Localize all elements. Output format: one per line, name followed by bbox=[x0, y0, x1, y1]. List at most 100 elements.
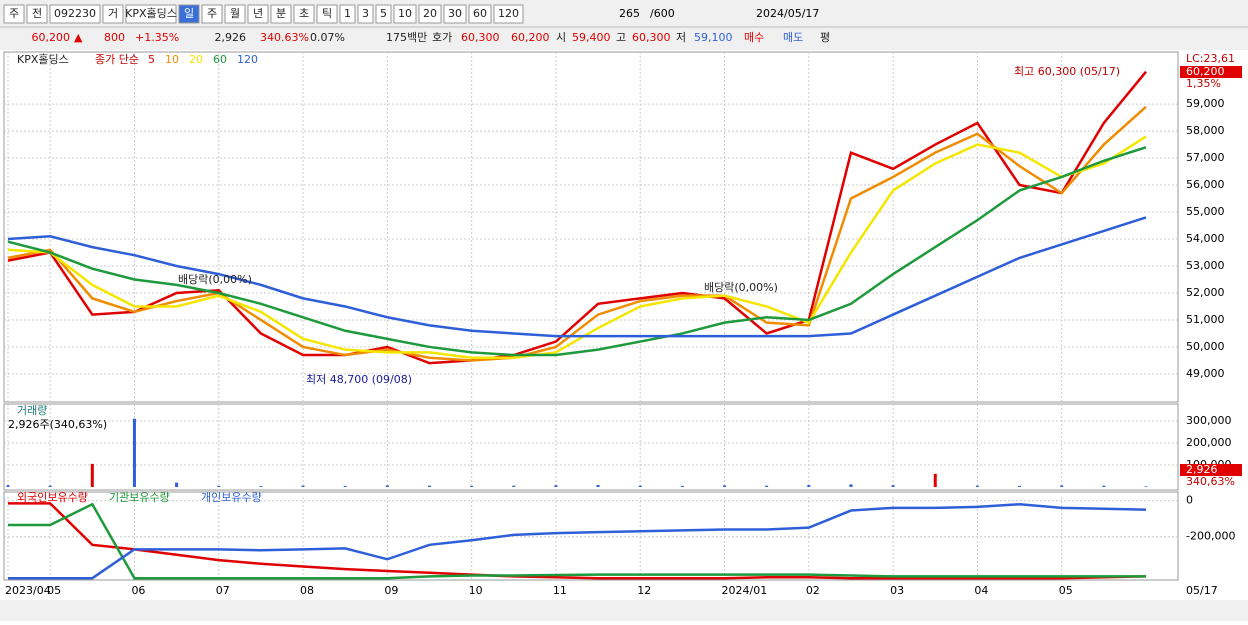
annotation: 배당락(0,00%) bbox=[704, 281, 778, 294]
panel-subtitle: 2,926주(340,63%) bbox=[8, 418, 107, 431]
y-tick-label: 300,000 bbox=[1186, 414, 1232, 427]
volume-bar bbox=[680, 485, 684, 487]
y-tick-label: 51,000 bbox=[1186, 313, 1225, 326]
toolbar-button[interactable] bbox=[26, 4, 48, 24]
toolbar-label: 092230 bbox=[54, 7, 96, 20]
quote-volume-pct: 340.63% bbox=[260, 31, 309, 44]
y-tick-label: 200,000 bbox=[1186, 436, 1232, 449]
toolbar-button[interactable] bbox=[270, 4, 292, 24]
last-label: 340,63% bbox=[1186, 475, 1235, 488]
volume-bar bbox=[638, 485, 642, 487]
toolbar-button[interactable] bbox=[339, 4, 356, 24]
toolbar-field: 265 bbox=[619, 7, 640, 20]
toolbar-button[interactable] bbox=[293, 4, 315, 24]
volume-bar bbox=[301, 485, 305, 487]
toolbar-label: 주 bbox=[207, 7, 217, 20]
ma-line bbox=[7, 105, 1147, 362]
volume-bar bbox=[385, 485, 389, 487]
quote-arrow: ▲ bbox=[74, 31, 83, 44]
ma-line bbox=[7, 216, 1147, 338]
volume-bar bbox=[512, 485, 516, 487]
last-label: 1,35% bbox=[1186, 77, 1221, 90]
last-label: 60,200 bbox=[1186, 65, 1225, 78]
x-tick-label: 08 bbox=[300, 584, 314, 597]
y-tick-label: 58,000 bbox=[1186, 124, 1225, 137]
volume-bar bbox=[427, 485, 431, 487]
x-tick-label: 06 bbox=[131, 584, 145, 597]
ma-line bbox=[7, 70, 1147, 365]
volume-bar bbox=[470, 485, 474, 487]
ma-line bbox=[8, 502, 1147, 580]
volume-bar bbox=[933, 473, 937, 487]
annotation: 최고 60,300 (05/17) bbox=[1014, 65, 1120, 78]
toolbar-button[interactable] bbox=[49, 4, 101, 24]
last-label: 2,926 bbox=[1186, 463, 1218, 476]
y-tick-label: 0 bbox=[1186, 494, 1193, 507]
toolbar-button[interactable] bbox=[375, 4, 392, 24]
toolbar-button[interactable] bbox=[316, 4, 338, 24]
price-panel bbox=[3, 51, 1179, 403]
legend-entry: 20 bbox=[189, 53, 203, 66]
toolbar-label: 전 bbox=[32, 7, 42, 20]
quote-ask: 60,300 bbox=[461, 31, 500, 44]
toolbar-button[interactable] bbox=[201, 4, 223, 24]
toolbar-label: 3 bbox=[362, 7, 369, 20]
toolbar-button[interactable] bbox=[468, 4, 492, 24]
toolbar-button[interactable] bbox=[393, 4, 417, 24]
ma-line bbox=[8, 502, 1147, 580]
quote-price: 60,200 bbox=[32, 31, 71, 44]
legend-entry: 60 bbox=[213, 53, 227, 66]
panel-subtitle: 종가 단순 bbox=[95, 53, 139, 66]
y-tick-label: 57,000 bbox=[1186, 151, 1225, 164]
holding-panel bbox=[3, 491, 1179, 581]
y-tick-label: 54,000 bbox=[1186, 232, 1225, 245]
quote-volume: 2,926 bbox=[215, 31, 247, 44]
annotation: 최저 48,700 (09/08) bbox=[306, 373, 412, 386]
legend-entry: 10 bbox=[165, 53, 179, 66]
last-price-box bbox=[1180, 66, 1242, 78]
volume-bar bbox=[1060, 485, 1064, 487]
legend-entry: 120 bbox=[237, 53, 258, 66]
quote-change: 800 bbox=[104, 31, 125, 44]
toolbar-button[interactable] bbox=[247, 4, 269, 24]
toolbar-button[interactable] bbox=[224, 4, 246, 24]
quote-bid: 60,200 bbox=[511, 31, 550, 44]
x-tick-label: 05 bbox=[47, 584, 61, 597]
toolbar-label: 분 bbox=[276, 7, 286, 20]
quote-low: 59,100 bbox=[694, 31, 733, 44]
toolbar-button[interactable] bbox=[443, 4, 467, 24]
volume-bar bbox=[6, 485, 10, 487]
quote-high-label: 고 bbox=[616, 31, 626, 44]
toolbar-button[interactable] bbox=[493, 4, 524, 24]
quote-open-label: 시 bbox=[556, 31, 566, 44]
quote-turnover-pct: 0.07% bbox=[310, 31, 345, 44]
y-tick-label: 52,000 bbox=[1186, 286, 1225, 299]
toolbar-button[interactable] bbox=[102, 4, 124, 24]
y-tick-label: 49,000 bbox=[1186, 367, 1225, 380]
y-tick-label: 59,000 bbox=[1186, 97, 1225, 110]
toolbar-button[interactable] bbox=[3, 4, 25, 24]
quote-open: 59,400 bbox=[572, 31, 611, 44]
toolbar-button[interactable] bbox=[125, 4, 177, 24]
toolbar-button[interactable] bbox=[418, 4, 442, 24]
x-tick-label: 04 bbox=[974, 584, 988, 597]
toolbar-label: 초 bbox=[299, 7, 309, 20]
ma-line bbox=[7, 135, 1147, 359]
toolbar-label: 1 bbox=[344, 7, 351, 20]
volume-bar bbox=[259, 486, 263, 487]
toolbar-button[interactable] bbox=[178, 4, 200, 24]
x-tick-label: 2024/01 bbox=[722, 584, 768, 597]
toolbar-button[interactable] bbox=[357, 4, 374, 24]
x-tick-label: 05 bbox=[1059, 584, 1073, 597]
x-tick-label: 10 bbox=[469, 584, 483, 597]
volume-bar bbox=[1018, 485, 1022, 487]
last-volume-box bbox=[1180, 464, 1242, 476]
quote-amount: 175백만 bbox=[386, 31, 427, 44]
volume-bar bbox=[891, 485, 895, 487]
volume-bar bbox=[849, 484, 853, 487]
quote-avg: 평 bbox=[820, 31, 830, 44]
volume-bar bbox=[554, 485, 558, 487]
last-label: LC:23,61 bbox=[1186, 52, 1235, 65]
volume-bar bbox=[343, 485, 347, 487]
volume-bar bbox=[132, 418, 136, 487]
